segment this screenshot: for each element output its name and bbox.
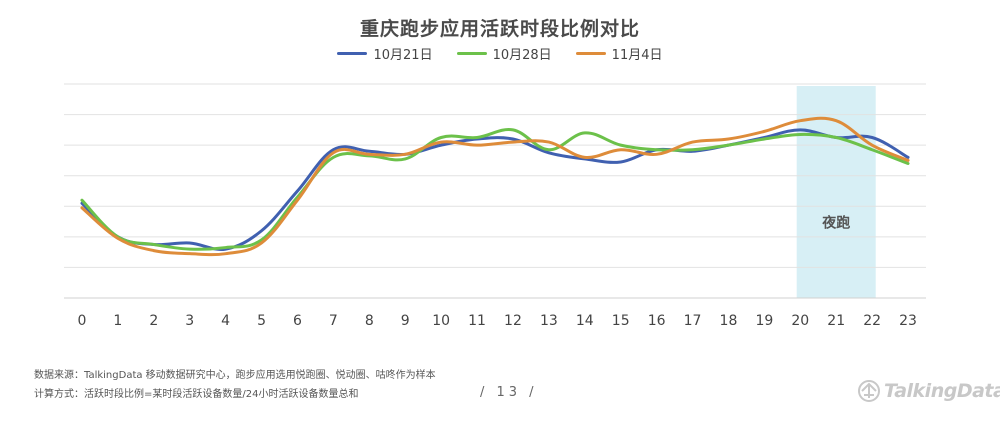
x-tick-label: 18 <box>720 313 738 329</box>
series-line-3 <box>80 116 910 257</box>
x-tick-label: 1 <box>113 313 122 329</box>
x-tick-label: 0 <box>77 313 86 329</box>
talkingdata-logo-icon <box>858 380 880 402</box>
legend-label-series-3: 11月4日 <box>611 48 663 63</box>
night-run-highlight-band <box>796 86 876 298</box>
footnote-source: 数据来源：TalkingData 移动数据研究中心，跑步应用选用悦跑圈、悦动圈、… <box>34 370 436 381</box>
x-tick-label: 14 <box>576 313 594 329</box>
page-number: / 13 / <box>480 385 538 400</box>
x-tick-label: 2 <box>149 313 158 329</box>
chart-legend: 10月21日 10月28日 11月4日 <box>0 44 1000 63</box>
x-tick-label: 23 <box>899 313 917 329</box>
talkingdata-logo: TalkingData <box>858 380 1000 402</box>
x-tick-label: 20 <box>791 313 809 329</box>
x-tick-label: 16 <box>648 313 666 329</box>
x-tick-label: 5 <box>257 313 266 329</box>
x-tick-label: 10 <box>432 313 450 329</box>
x-tick-label: 4 <box>221 313 230 329</box>
x-tick-label: 11 <box>468 313 486 329</box>
legend-label-series-2: 10月28日 <box>492 48 552 63</box>
logo-text: TalkingData <box>884 380 1000 402</box>
legend-swatch-series-2 <box>456 52 487 55</box>
highlight-label: 夜跑 <box>821 215 850 232</box>
x-tick-label: 12 <box>504 313 522 329</box>
legend-swatch-series-1 <box>337 52 368 55</box>
x-tick-label: 3 <box>185 313 194 329</box>
chart-title: 重庆跑步应用活跃时段比例对比 <box>359 18 640 40</box>
x-tick-label: 15 <box>612 313 630 329</box>
legend-item-series-1: 10月21日 <box>337 44 433 63</box>
legend-label-series-1: 10月21日 <box>373 48 433 63</box>
x-tick-label: 8 <box>365 313 374 329</box>
x-tick-label: 7 <box>329 313 338 329</box>
x-tick-label: 13 <box>540 313 558 329</box>
footnote-method: 计算方式：活跃时段比例=某时段活跃设备数量/24小时活跃设备数量总和 <box>34 389 359 400</box>
x-tick-label: 17 <box>684 313 702 329</box>
x-tick-label: 21 <box>827 313 845 329</box>
x-tick-label: 6 <box>293 313 302 329</box>
legend-swatch-series-3 <box>575 52 606 55</box>
x-tick-label: 9 <box>401 313 410 329</box>
x-tick-label: 19 <box>755 313 773 329</box>
series-line-2 <box>80 128 910 251</box>
x-tick-label: 22 <box>863 313 881 329</box>
legend-item-series-2: 10月28日 <box>456 44 552 63</box>
series-line-1 <box>80 128 910 251</box>
legend-item-series-3: 11月4日 <box>575 44 663 63</box>
